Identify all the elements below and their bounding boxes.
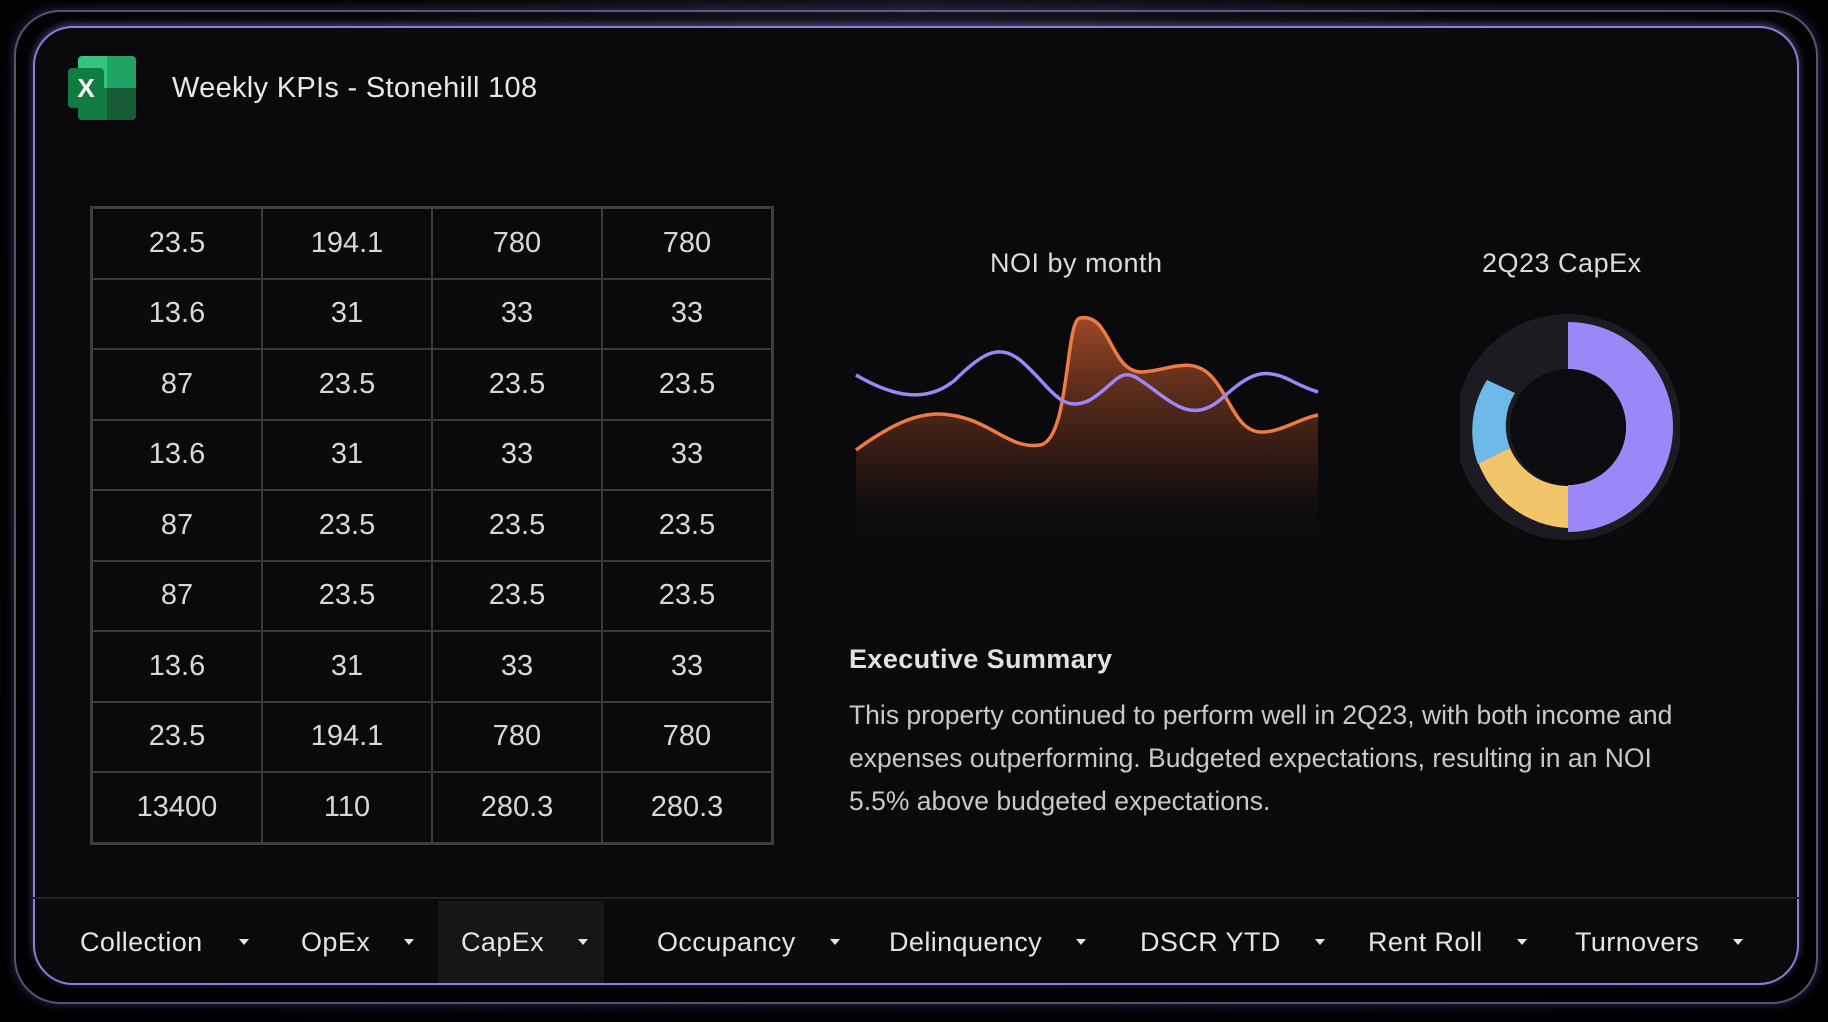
kpi-table: 23.5 194.1 780 780 13.6 31 33 33 87 23.5 23.5 23.5 1… bbox=[90, 206, 774, 845]
table-cell[interactable]: 23.5 bbox=[90, 700, 263, 773]
table-cell[interactable]: 23.5 bbox=[601, 348, 774, 421]
table-cell[interactable]: 280.3 bbox=[431, 771, 603, 844]
noi-purple-series bbox=[855, 350, 1319, 413]
capex-chart-title: 2Q23 CapEx bbox=[1482, 248, 1642, 278]
dashboard-header: X Weekly KPIs - Stonehill 108 bbox=[68, 56, 537, 120]
table-cell[interactable]: 33 bbox=[601, 418, 774, 491]
table-cell[interactable]: 33 bbox=[601, 277, 774, 350]
table-cell[interactable]: 31 bbox=[261, 630, 433, 703]
chevron-down-icon[interactable] bbox=[1076, 939, 1086, 945]
chevron-down-icon[interactable] bbox=[829, 939, 840, 945]
tab-label: Collection bbox=[80, 926, 203, 957]
table-cell[interactable]: 13.6 bbox=[90, 277, 263, 350]
table-cell[interactable]: 23.5 bbox=[601, 559, 774, 632]
tab-label: CapEx bbox=[461, 926, 545, 957]
sheet-tab-bar: Collection OpEx CapEx Occupancy Delinque… bbox=[33, 897, 1799, 983]
table-cell[interactable]: 31 bbox=[261, 418, 433, 491]
table-cell[interactable]: 23.5 bbox=[261, 489, 433, 562]
noi-orange-area bbox=[856, 317, 1318, 550]
capex-donut-chart bbox=[1460, 314, 1680, 540]
table-cell[interactable]: 33 bbox=[431, 630, 603, 703]
tab-label: Occupancy bbox=[657, 926, 796, 957]
table-row: 87 23.5 23.5 23.5 bbox=[90, 348, 774, 421]
table-cell[interactable]: 23.5 bbox=[431, 348, 603, 421]
donut-segment-blue bbox=[1472, 380, 1515, 464]
table-cell[interactable]: 780 bbox=[601, 700, 774, 773]
chevron-down-icon[interactable] bbox=[404, 939, 415, 945]
summary-body: This property continued to perform well … bbox=[849, 700, 1673, 816]
tab-dscr-ytd[interactable]: DSCR YTD bbox=[1140, 901, 1340, 983]
tab-label: Turnovers bbox=[1575, 926, 1700, 957]
table-cell[interactable]: 280.3 bbox=[601, 771, 774, 844]
table-cell[interactable]: 780 bbox=[431, 206, 603, 280]
table-row: 13.6 31 33 33 bbox=[90, 277, 774, 350]
table-cell[interactable]: 780 bbox=[431, 700, 603, 773]
table-row: 87 23.5 23.5 23.5 bbox=[90, 489, 774, 562]
table-cell[interactable]: 23.5 bbox=[431, 559, 603, 632]
table-row: 87 23.5 23.5 23.5 bbox=[90, 559, 774, 632]
table-cell[interactable]: 780 bbox=[601, 206, 774, 280]
table-cell[interactable]: 87 bbox=[90, 348, 263, 421]
noi-line-chart bbox=[854, 316, 1319, 550]
table-cell[interactable]: 33 bbox=[431, 418, 603, 491]
table-cell[interactable]: 13.6 bbox=[90, 418, 263, 491]
table-cell[interactable]: 23.5 bbox=[261, 348, 433, 421]
page-title: Weekly KPIs - Stonehill 108 bbox=[172, 71, 538, 104]
table-cell[interactable]: 87 bbox=[90, 559, 263, 632]
chevron-down-icon[interactable] bbox=[238, 939, 249, 945]
table-row: 13400 110 280.3 280.3 bbox=[90, 771, 774, 844]
table-cell[interactable]: 31 bbox=[261, 277, 433, 350]
tab-label: DSCR YTD bbox=[1140, 926, 1281, 957]
table-cell[interactable]: 87 bbox=[90, 489, 263, 562]
tab-turnovers[interactable]: Turnovers bbox=[1575, 901, 1775, 983]
table-cell[interactable]: 23.5 bbox=[431, 489, 603, 562]
table-cell[interactable]: 194.1 bbox=[261, 206, 433, 280]
table-cell[interactable]: 110 bbox=[261, 771, 433, 844]
tab-capex[interactable]: CapEx bbox=[438, 901, 604, 983]
table-row: 13.6 31 33 33 bbox=[90, 630, 774, 703]
table-cell[interactable]: 13400 bbox=[90, 771, 263, 844]
chevron-down-icon[interactable] bbox=[1733, 939, 1744, 945]
tab-label: OpEx bbox=[301, 926, 371, 957]
tab-occupancy[interactable]: Occupancy bbox=[657, 901, 877, 983]
tab-label: Delinquency bbox=[889, 926, 1042, 957]
donut-segment-purple bbox=[1568, 322, 1673, 532]
table-cell[interactable]: 194.1 bbox=[261, 700, 433, 773]
tab-collection[interactable]: Collection bbox=[80, 901, 258, 983]
donut-hole bbox=[1510, 369, 1626, 485]
noi-orange-series bbox=[854, 316, 1319, 452]
device-frame bbox=[14, 10, 1818, 1004]
chevron-down-icon[interactable] bbox=[578, 939, 589, 945]
table-cell[interactable]: 33 bbox=[431, 277, 603, 350]
table-row: 13.6 31 33 33 bbox=[90, 418, 774, 491]
tab-delinquency[interactable]: Delinquency bbox=[889, 901, 1129, 983]
chevron-down-icon[interactable] bbox=[1516, 939, 1527, 945]
table-cell[interactable]: 13.6 bbox=[90, 630, 263, 703]
table-cell[interactable]: 23.5 bbox=[601, 489, 774, 562]
tab-rent-roll[interactable]: Rent Roll bbox=[1368, 901, 1548, 983]
tab-opex[interactable]: OpEx bbox=[301, 901, 441, 983]
table-cell[interactable]: 33 bbox=[601, 630, 774, 703]
table-row: 23.5 194.1 780 780 bbox=[90, 700, 774, 773]
table-cell[interactable]: 23.5 bbox=[90, 206, 263, 280]
chevron-down-icon[interactable] bbox=[1314, 939, 1325, 945]
summary-heading: Executive Summary bbox=[849, 644, 1113, 674]
tab-label: Rent Roll bbox=[1368, 926, 1483, 957]
donut-segment-yellow bbox=[1478, 448, 1568, 528]
table-cell[interactable]: 23.5 bbox=[261, 559, 433, 632]
table-row: 23.5 194.1 780 780 bbox=[90, 206, 774, 280]
noi-chart-title: NOI by month bbox=[990, 248, 1163, 278]
excel-icon: X bbox=[68, 56, 136, 120]
